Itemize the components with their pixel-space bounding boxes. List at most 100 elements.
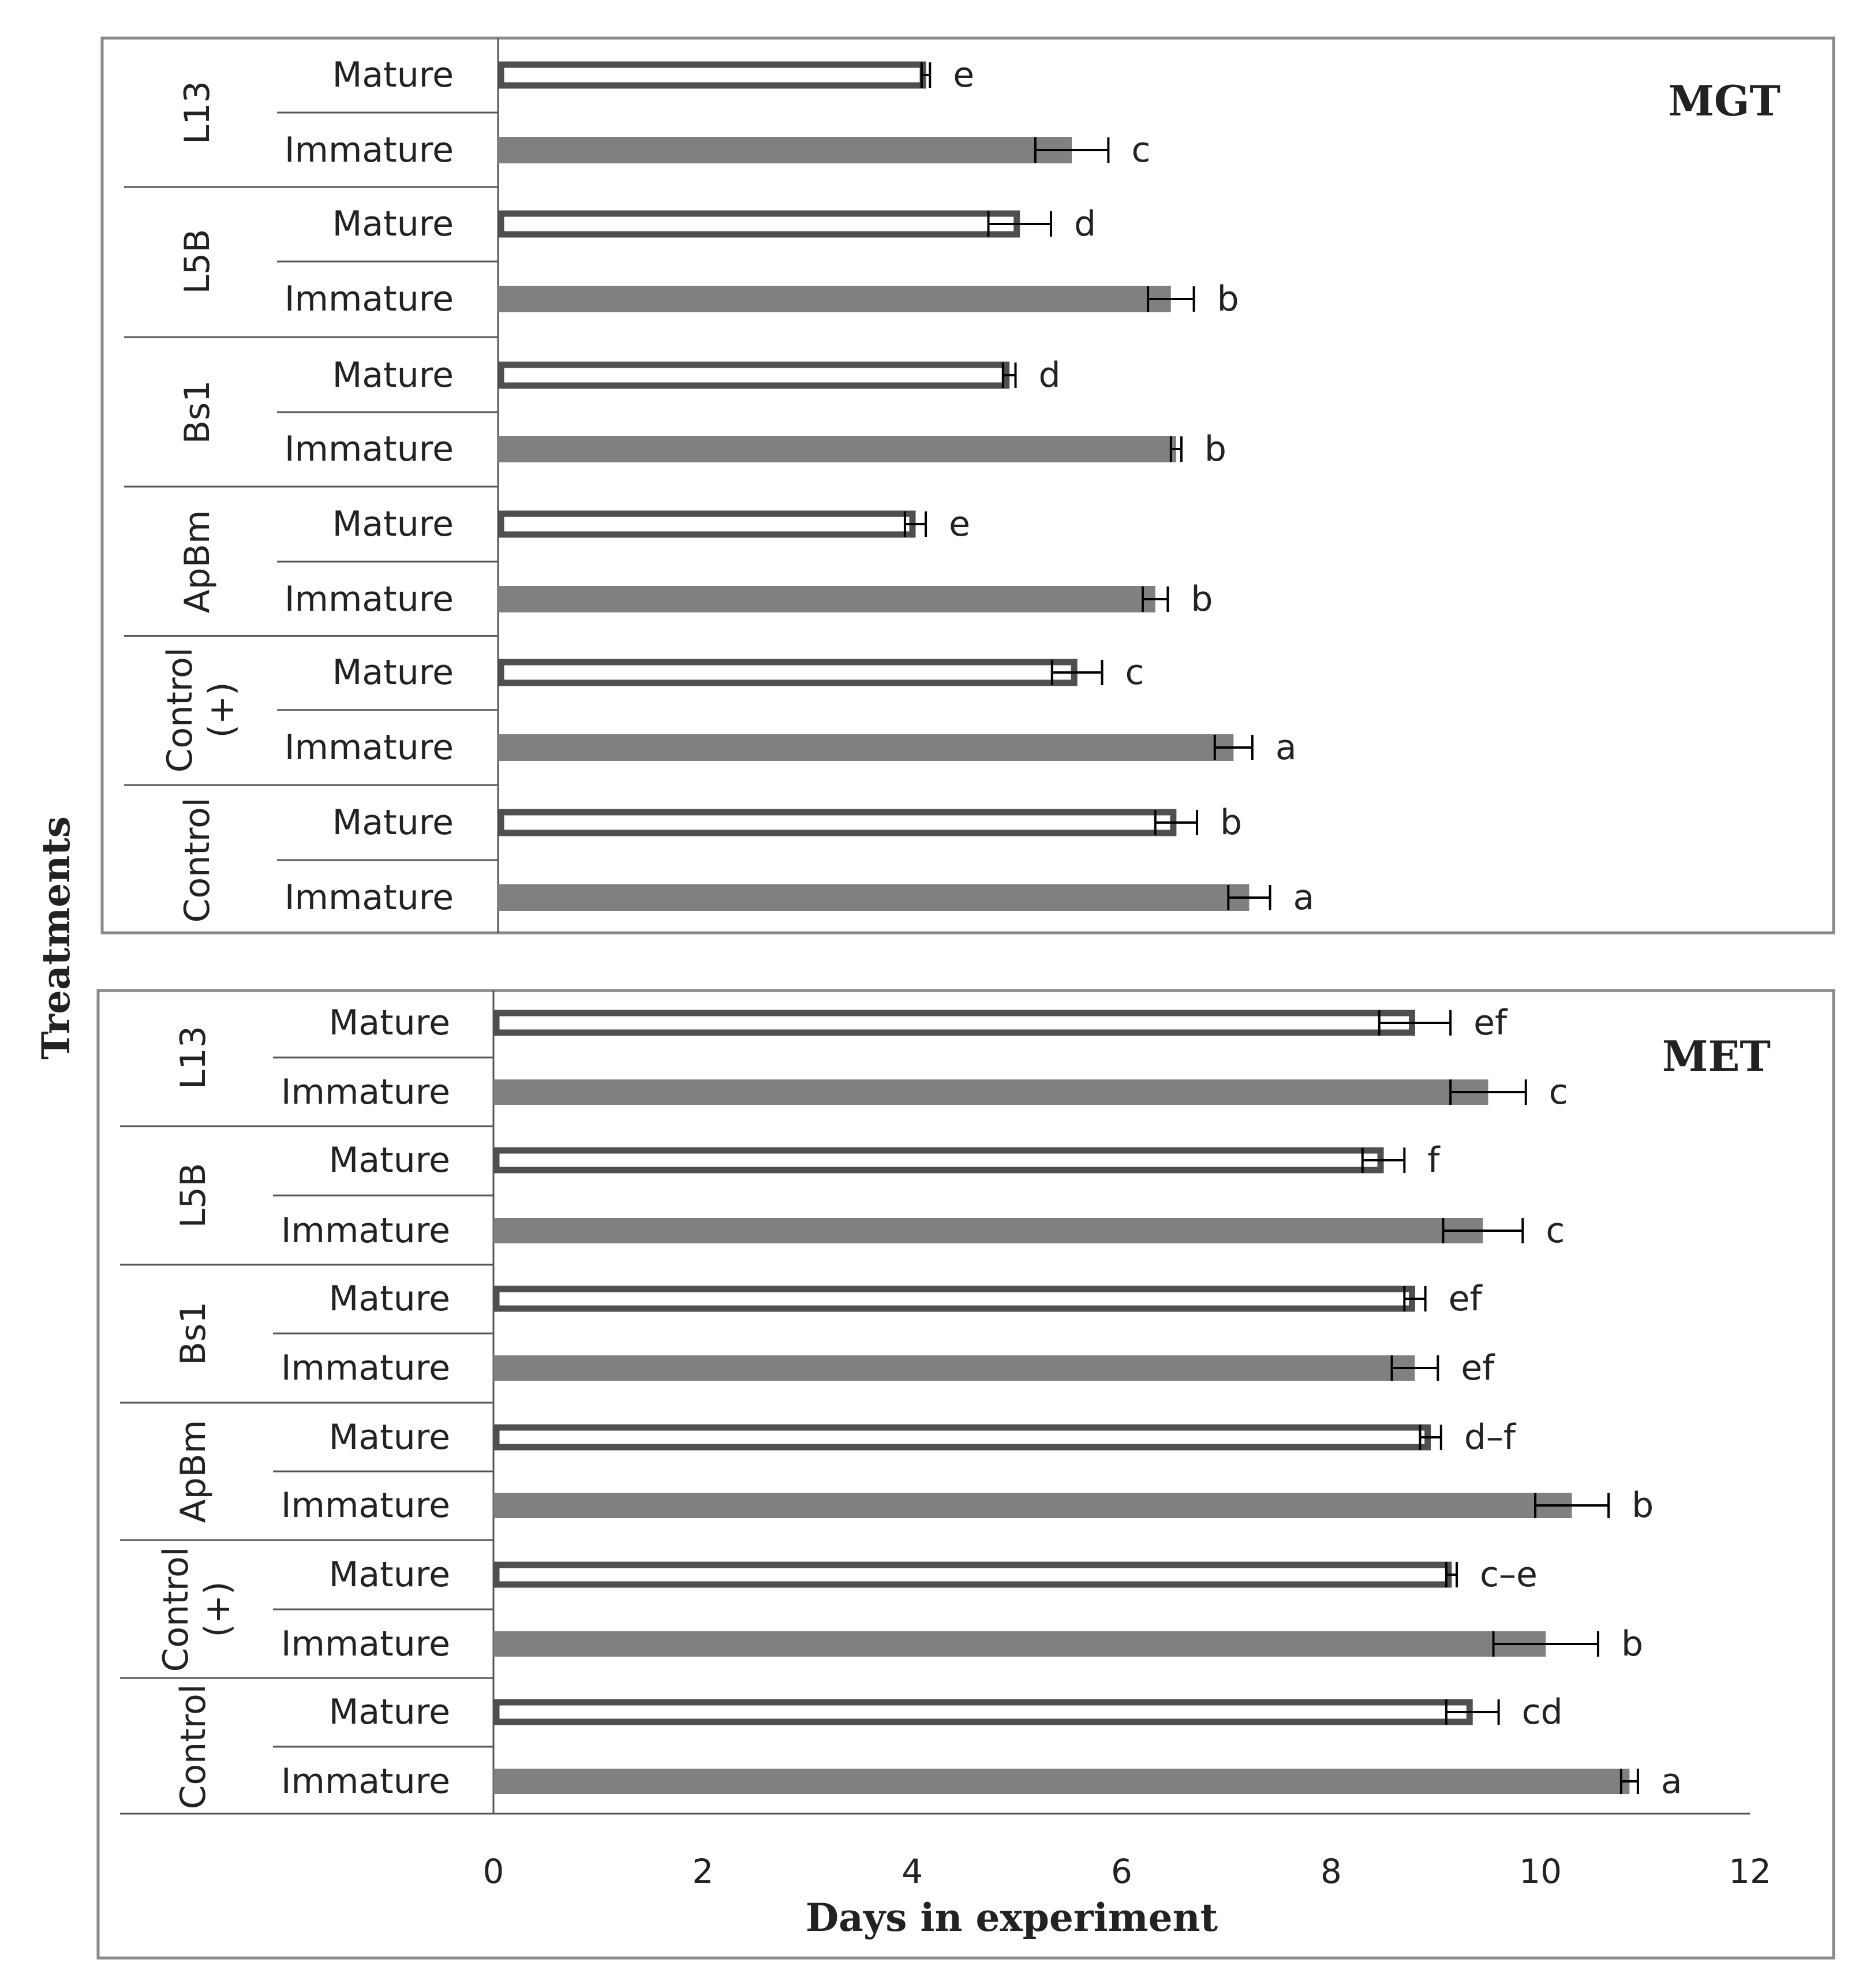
panel-title-met: MET <box>1662 1032 1771 1081</box>
x-tick-label-12: 12 <box>1729 1852 1771 1891</box>
mgt-l5b-immature-category-label: Immature <box>285 279 454 319</box>
met-group-label-line: Control <box>156 1547 196 1672</box>
x-tick-label-8: 8 <box>1321 1852 1342 1891</box>
met-l13-mature-category-label: Mature <box>329 1003 450 1043</box>
met-control-immature-category-label: Immature <box>281 1761 450 1802</box>
met-control-mature-error-bar <box>1445 1562 1458 1587</box>
mgt-group-label-l13: L13 <box>177 81 218 144</box>
mgt-l5b-mature-bar <box>498 210 1020 238</box>
mgt-bs1-mature-category-label: Mature <box>332 355 454 395</box>
met-control-immature-significance-letter: b <box>1621 1624 1643 1664</box>
met-bs1-mature-significance-letter: ef <box>1449 1279 1483 1319</box>
met-l13-mature-error-bar <box>1378 1010 1452 1036</box>
mgt-l5b-mature-significance-letter: d <box>1074 204 1096 244</box>
mgt-control-immature-bar <box>498 734 1234 761</box>
met-l5b-immature-bar <box>493 1218 1483 1243</box>
mgt-control-mature-bar <box>498 659 1078 686</box>
met-l5b-immature-error-bar <box>1442 1218 1524 1243</box>
met-control-mature-bar <box>493 1561 1452 1588</box>
mgt-group-label-line: Control <box>160 648 200 773</box>
mgt-l5b-mature-error-bar <box>987 211 1052 237</box>
mgt-control-mature-category-label: Mature <box>332 652 454 693</box>
y-axis-title: Treatments <box>33 816 78 1060</box>
mgt-control-immature-category-label: Immature <box>285 727 454 768</box>
x-tick-label-4: 4 <box>902 1852 923 1891</box>
mgt-l13-immature-significance-letter: c <box>1131 130 1150 170</box>
met-l5b-mature-bar <box>493 1147 1384 1174</box>
met-group-label-control: Control(+) <box>156 1547 238 1672</box>
met-control-immature-bar <box>493 1769 1630 1794</box>
met-control-immature-error-bar <box>1619 1769 1639 1794</box>
mgt-bs1-mature-significance-letter: d <box>1039 355 1061 395</box>
met-group-label-line: (+) <box>197 1581 238 1637</box>
met-group-label-l13: L13 <box>173 1026 214 1089</box>
met-l5b-mature-category-label: Mature <box>329 1140 450 1180</box>
met-apbm-immature-error-bar <box>1534 1493 1610 1518</box>
mgt-control-immature-bar <box>498 884 1250 911</box>
mgt-bs1-mature-error-bar <box>1001 363 1017 388</box>
mgt-control-mature-category-label: Mature <box>332 802 454 843</box>
met-bs1-mature-bar <box>493 1286 1415 1312</box>
met-bs1-mature-error-bar <box>1403 1286 1427 1311</box>
mgt-control-mature-bar <box>498 809 1177 836</box>
met-control-mature-category-label: Mature <box>329 1692 450 1732</box>
met-apbm-immature-bar <box>493 1493 1572 1518</box>
met-l13-immature-error-bar <box>1449 1079 1527 1105</box>
mgt-l13-immature-error-bar <box>1034 137 1110 163</box>
mgt-apbm-mature-error-bar <box>903 511 927 537</box>
mgt-panel-frame <box>100 36 1835 935</box>
met-l13-mature-significance-letter: ef <box>1473 1003 1508 1043</box>
mgt-l5b-immature-significance-letter: b <box>1217 279 1239 319</box>
x-tick-label-2: 2 <box>692 1852 713 1891</box>
mgt-control-immature-significance-letter: a <box>1275 727 1297 768</box>
mgt-control-mature-error-bar <box>1154 810 1199 835</box>
mgt-control-mature-error-bar <box>1050 660 1104 685</box>
met-l13-mature-bar <box>493 1010 1415 1036</box>
met-l13-immature-bar <box>493 1079 1488 1105</box>
mgt-control-immature-category-label: Immature <box>285 877 454 918</box>
mgt-apbm-mature-category-label: Mature <box>332 504 454 544</box>
mgt-control-mature-significance-letter: b <box>1220 802 1242 843</box>
met-bs1-immature-category-label: Immature <box>281 1348 450 1388</box>
mgt-group-label-control: Control <box>177 798 218 923</box>
met-control-immature-bar <box>493 1631 1546 1657</box>
met-control-mature-significance-letter: cd <box>1522 1692 1563 1732</box>
met-apbm-immature-significance-letter: b <box>1632 1485 1654 1526</box>
mgt-bs1-mature-bar <box>498 361 1010 389</box>
met-apbm-immature-category-label: Immature <box>281 1485 450 1526</box>
mgt-control-immature-error-bar <box>1213 735 1254 760</box>
mgt-bs1-immature-bar <box>498 436 1176 462</box>
mgt-apbm-mature-bar <box>498 510 916 538</box>
mgt-bs1-immature-category-label: Immature <box>285 429 454 469</box>
mgt-l5b-immature-bar <box>498 286 1171 312</box>
met-bs1-immature-bar <box>493 1355 1415 1381</box>
x-tick-label-10: 10 <box>1519 1852 1562 1891</box>
met-control-mature-bar <box>493 1699 1473 1725</box>
mgt-group-label-control: Control(+) <box>160 648 242 773</box>
x-tick-label-6: 6 <box>1111 1852 1132 1891</box>
mgt-control-mature-significance-letter: c <box>1125 652 1144 693</box>
met-apbm-mature-error-bar <box>1419 1425 1442 1450</box>
met-l5b-mature-error-bar <box>1361 1148 1406 1173</box>
mgt-apbm-mature-significance-letter: e <box>949 504 970 544</box>
x-tick-label-0: 0 <box>483 1852 504 1891</box>
mgt-apbm-immature-significance-letter: b <box>1191 579 1213 619</box>
met-group-label-bs1: Bs1 <box>173 1302 214 1366</box>
mgt-bs1-immature-significance-letter: b <box>1205 429 1226 469</box>
mgt-control-immature-error-bar <box>1227 885 1271 910</box>
met-control-immature-significance-letter: a <box>1661 1761 1682 1802</box>
met-control-immature-error-bar <box>1492 1631 1599 1657</box>
mgt-group-label-l5b: L5B <box>177 229 218 294</box>
mgt-group-label-bs1: Bs1 <box>177 380 218 444</box>
met-apbm-mature-bar <box>493 1424 1431 1451</box>
met-group-label-apbm: ApBm <box>173 1420 214 1523</box>
mgt-apbm-immature-error-bar <box>1142 586 1169 612</box>
mgt-l13-immature-bar <box>498 137 1072 163</box>
mgt-group-label-apbm: ApBm <box>177 510 218 614</box>
met-apbm-mature-significance-letter: d–f <box>1464 1417 1517 1458</box>
mgt-bs1-immature-error-bar <box>1169 436 1183 462</box>
mgt-l5b-mature-category-label: Mature <box>332 204 454 244</box>
panel-title-mgt: MGT <box>1668 76 1781 125</box>
met-l13-immature-significance-letter: c <box>1549 1072 1568 1112</box>
